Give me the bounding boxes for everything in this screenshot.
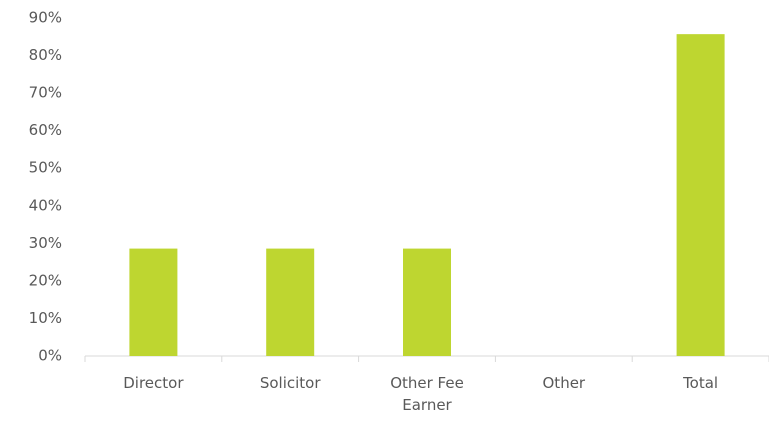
y-tick-label: 10% [29,309,62,327]
y-tick-label: 20% [29,271,62,289]
x-tick-label: Other [542,374,586,392]
x-label-box: Solicitor [259,374,321,392]
y-tick-label: 50% [29,159,62,177]
y-tick-label: 30% [29,234,62,252]
bar [403,248,451,356]
y-tick-label: 70% [29,84,62,102]
x-label-box: Director [123,374,184,392]
y-tick-label: 0% [38,347,62,365]
x-tick-label: Director [123,374,184,392]
y-tick-label: 80% [29,46,62,64]
bar [676,34,725,356]
bar [266,248,315,356]
y-tick-label: 40% [29,196,62,214]
x-label-box: Other Fee Earner [390,374,464,414]
x-label-box: Other [542,374,586,392]
y-tick-label: 90% [29,9,62,27]
x-tick-label: Other Fee Earner [390,374,464,414]
y-tick-label: 60% [29,121,62,139]
x-tick-label: Solicitor [259,374,321,392]
x-label-box: Total [683,374,719,392]
bar [129,248,178,356]
x-tick-label: Total [683,374,719,392]
